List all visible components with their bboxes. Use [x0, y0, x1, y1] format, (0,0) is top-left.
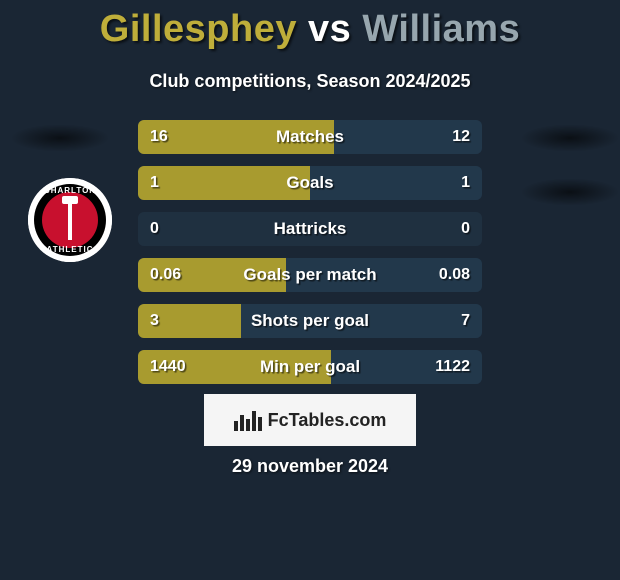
subtitle: Club competitions, Season 2024/2025 — [0, 71, 620, 92]
vs-label: vs — [308, 8, 351, 50]
comparison-title: Gillesphey vs Williams — [0, 0, 620, 51]
stat-row: 00Hattricks — [138, 212, 482, 246]
stat-label: Goals — [138, 166, 482, 200]
stat-row: 0.060.08Goals per match — [138, 258, 482, 292]
brand-text: FcTables.com — [268, 410, 387, 431]
stat-row: 11Goals — [138, 166, 482, 200]
brand-fctables: FcTables.com — [204, 394, 416, 446]
stat-label: Hattricks — [138, 212, 482, 246]
stat-label: Shots per goal — [138, 304, 482, 338]
stat-label: Matches — [138, 120, 482, 154]
chart-icon — [234, 409, 262, 431]
club-badge-top: CHARLTON — [28, 186, 112, 195]
stat-label: Min per goal — [138, 350, 482, 384]
stat-row: 14401122Min per goal — [138, 350, 482, 384]
stat-row: 37Shots per goal — [138, 304, 482, 338]
player2-shadow-b — [520, 178, 620, 206]
player1-shadow — [10, 124, 110, 152]
stat-row: 1612Matches — [138, 120, 482, 154]
player1-name: Gillesphey — [100, 8, 297, 50]
club-badge-charlton: CHARLTON ATHLETIC — [28, 178, 112, 262]
stat-label: Goals per match — [138, 258, 482, 292]
player2-shadow-a — [520, 124, 620, 152]
player2-name: Williams — [362, 8, 520, 50]
date: 29 november 2024 — [0, 456, 620, 477]
club-badge-bottom: ATHLETIC — [28, 245, 112, 254]
stat-bars: 1612Matches 11Goals 00Hattricks 0.060.08Goa… — [138, 120, 482, 396]
